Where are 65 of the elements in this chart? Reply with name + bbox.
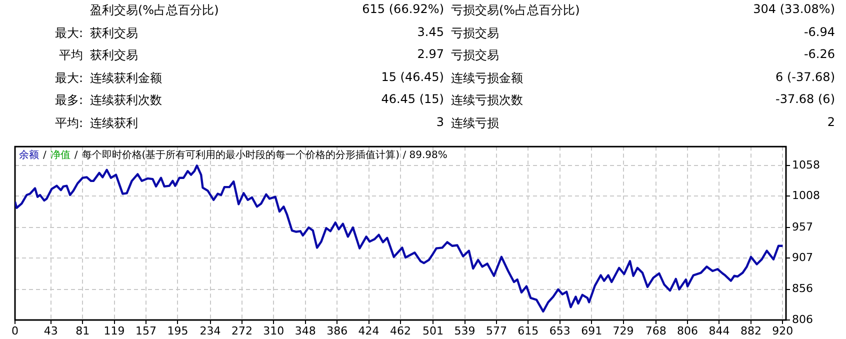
text: 亏损交易 <box>451 47 500 64</box>
text: 615 (66.92%) <box>361 2 444 16</box>
text: 最大: <box>54 70 83 87</box>
text: 亏损交易(%占总百分比) <box>451 2 581 19</box>
text: 最多: <box>54 92 83 110</box>
text: 获利交易 <box>90 47 139 64</box>
text: 46.45 (15) <box>380 92 444 106</box>
x-tick-label: 882 <box>740 324 762 338</box>
text: 连续获利金额 <box>90 70 162 85</box>
y-tick-label: 907 <box>792 250 813 264</box>
text: 余额 <box>19 150 39 161</box>
x-tick-label: 81 <box>76 324 90 338</box>
x-tick-label: 615 <box>518 324 539 338</box>
y-tick-label: 1058 <box>792 158 820 172</box>
text: 3.45 <box>416 24 444 39</box>
text: 亏损交易 <box>451 24 500 42</box>
annotation: / <box>43 150 46 161</box>
x-tick-label: 43 <box>44 324 58 338</box>
text: 连续亏损次数 <box>451 92 524 110</box>
x-tick-label: 768 <box>645 324 666 338</box>
text: 304 (33.08%) <box>752 2 835 16</box>
text: 6 (-37.68) <box>774 70 835 84</box>
x-tick-label: 0 <box>12 324 18 338</box>
text: 2 <box>826 115 835 129</box>
text: -6.94 <box>802 24 835 39</box>
x-tick-label: 844 <box>708 324 730 338</box>
x-tick-label: 806 <box>677 324 698 338</box>
x-tick-label: 501 <box>422 324 444 338</box>
legend-label: 净值 <box>50 150 70 161</box>
y-tick-label: 957 <box>792 220 813 234</box>
x-tick-label: 157 <box>136 324 157 338</box>
x-tick-label: 653 <box>549 324 570 338</box>
x-tick-label: 577 <box>486 324 507 338</box>
text: 连续亏损 <box>451 115 500 132</box>
y-tick-label: 1008 <box>792 189 820 202</box>
x-tick-label: 539 <box>454 324 476 338</box>
text: 盈利交易(%占总百分比) <box>90 3 219 17</box>
x-tick-label: 272 <box>231 324 252 338</box>
y-tick-label: 806 <box>792 312 813 326</box>
text: 15 (46.45) <box>380 70 444 84</box>
x-tick-label: 234 <box>200 324 221 338</box>
text: 平均 <box>58 47 83 64</box>
text: 连续获利 <box>90 115 139 132</box>
text: -6.26 <box>802 47 835 62</box>
text: 连续获利次数 <box>90 93 162 108</box>
text: -37.68 (6) <box>774 92 835 106</box>
annotation: / <box>74 150 78 161</box>
x-tick-label: 920 <box>772 324 794 338</box>
text: 连续亏损金额 <box>451 70 524 87</box>
x-tick-label: 424 <box>358 324 380 338</box>
text: 最大: <box>54 24 83 42</box>
x-tick-label: 195 <box>167 324 188 338</box>
text: 3 <box>435 115 444 129</box>
x-tick-label: 348 <box>294 324 316 338</box>
x-tick-label: 729 <box>612 324 634 338</box>
text: 2.97 <box>416 47 444 62</box>
text: 获利交易 <box>90 24 139 42</box>
y-tick-label: 856 <box>792 282 813 296</box>
text: 平均: <box>54 115 83 132</box>
x-tick-label: 462 <box>390 324 411 338</box>
x-tick-label: 119 <box>104 324 125 338</box>
x-tick-label: 691 <box>581 324 602 338</box>
chart-title: 每个即时价格(基于所有可利用的最小时段的每一个价格的分形插值计算) / 89.98% <box>82 150 448 161</box>
x-tick-label: 310 <box>263 324 284 338</box>
x-tick-label: 386 <box>326 324 348 338</box>
